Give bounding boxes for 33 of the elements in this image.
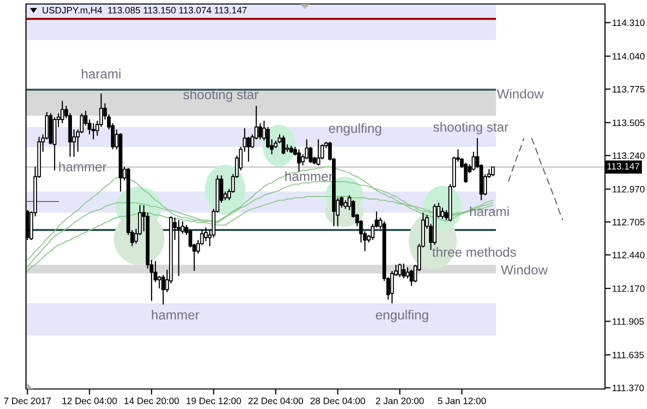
y-tick-label: 111.905 — [612, 318, 644, 325]
annotation: engulfing — [328, 123, 382, 136]
y-tick-label: 112.970 — [612, 186, 645, 193]
x-tick-label: 2 Jan 20:00 — [376, 398, 424, 404]
annotation: harami — [82, 68, 120, 79]
chart-title: USDJPY.m,H4 113.085 113.150 113.074 113.147 — [42, 6, 247, 15]
annotation: hammer — [152, 310, 200, 320]
x-tick-label: 7 Dec 2017 — [4, 398, 51, 404]
y-tick-label: 113.240 — [612, 152, 645, 159]
annotation: Window — [496, 88, 544, 99]
annotation: harami — [470, 206, 509, 216]
y-tick-label: 114.310 — [612, 20, 645, 26]
x-tick-label: 22 Dec 04:00 — [248, 398, 303, 404]
annotation: Window — [500, 264, 548, 275]
y-tick-label: 112.170 — [612, 285, 645, 292]
y-tick-label: 113.775 — [612, 86, 645, 93]
y-tick-label: 112.440 — [612, 252, 645, 258]
x-tick-label: 19 Dec 12:00 — [186, 398, 241, 404]
x-tick-label: 14 Dec 20:00 — [124, 398, 179, 404]
x-tick-label: 5 Jan 12:00 — [438, 398, 486, 404]
y-tick-label: 111.635 — [612, 352, 644, 358]
annotation: engulfing — [376, 310, 428, 322]
y-tick-label: 112.705 — [612, 218, 645, 226]
y-tick-label: 111.370 — [612, 384, 644, 392]
y-tick-label: 114.040 — [612, 53, 645, 60]
ref-line-label: 113.147 — [607, 162, 640, 170]
y-tick-label: 113.505 — [612, 119, 645, 126]
x-tick-label: 28 Dec 04:00 — [310, 398, 366, 404]
annotation: three methods — [432, 247, 516, 257]
annotation: hammer — [59, 162, 106, 172]
x-tick-label: 12 Dec 04:00 — [62, 398, 117, 404]
annotation: shooting star — [183, 90, 258, 102]
annotation: shooting star — [433, 122, 508, 134]
